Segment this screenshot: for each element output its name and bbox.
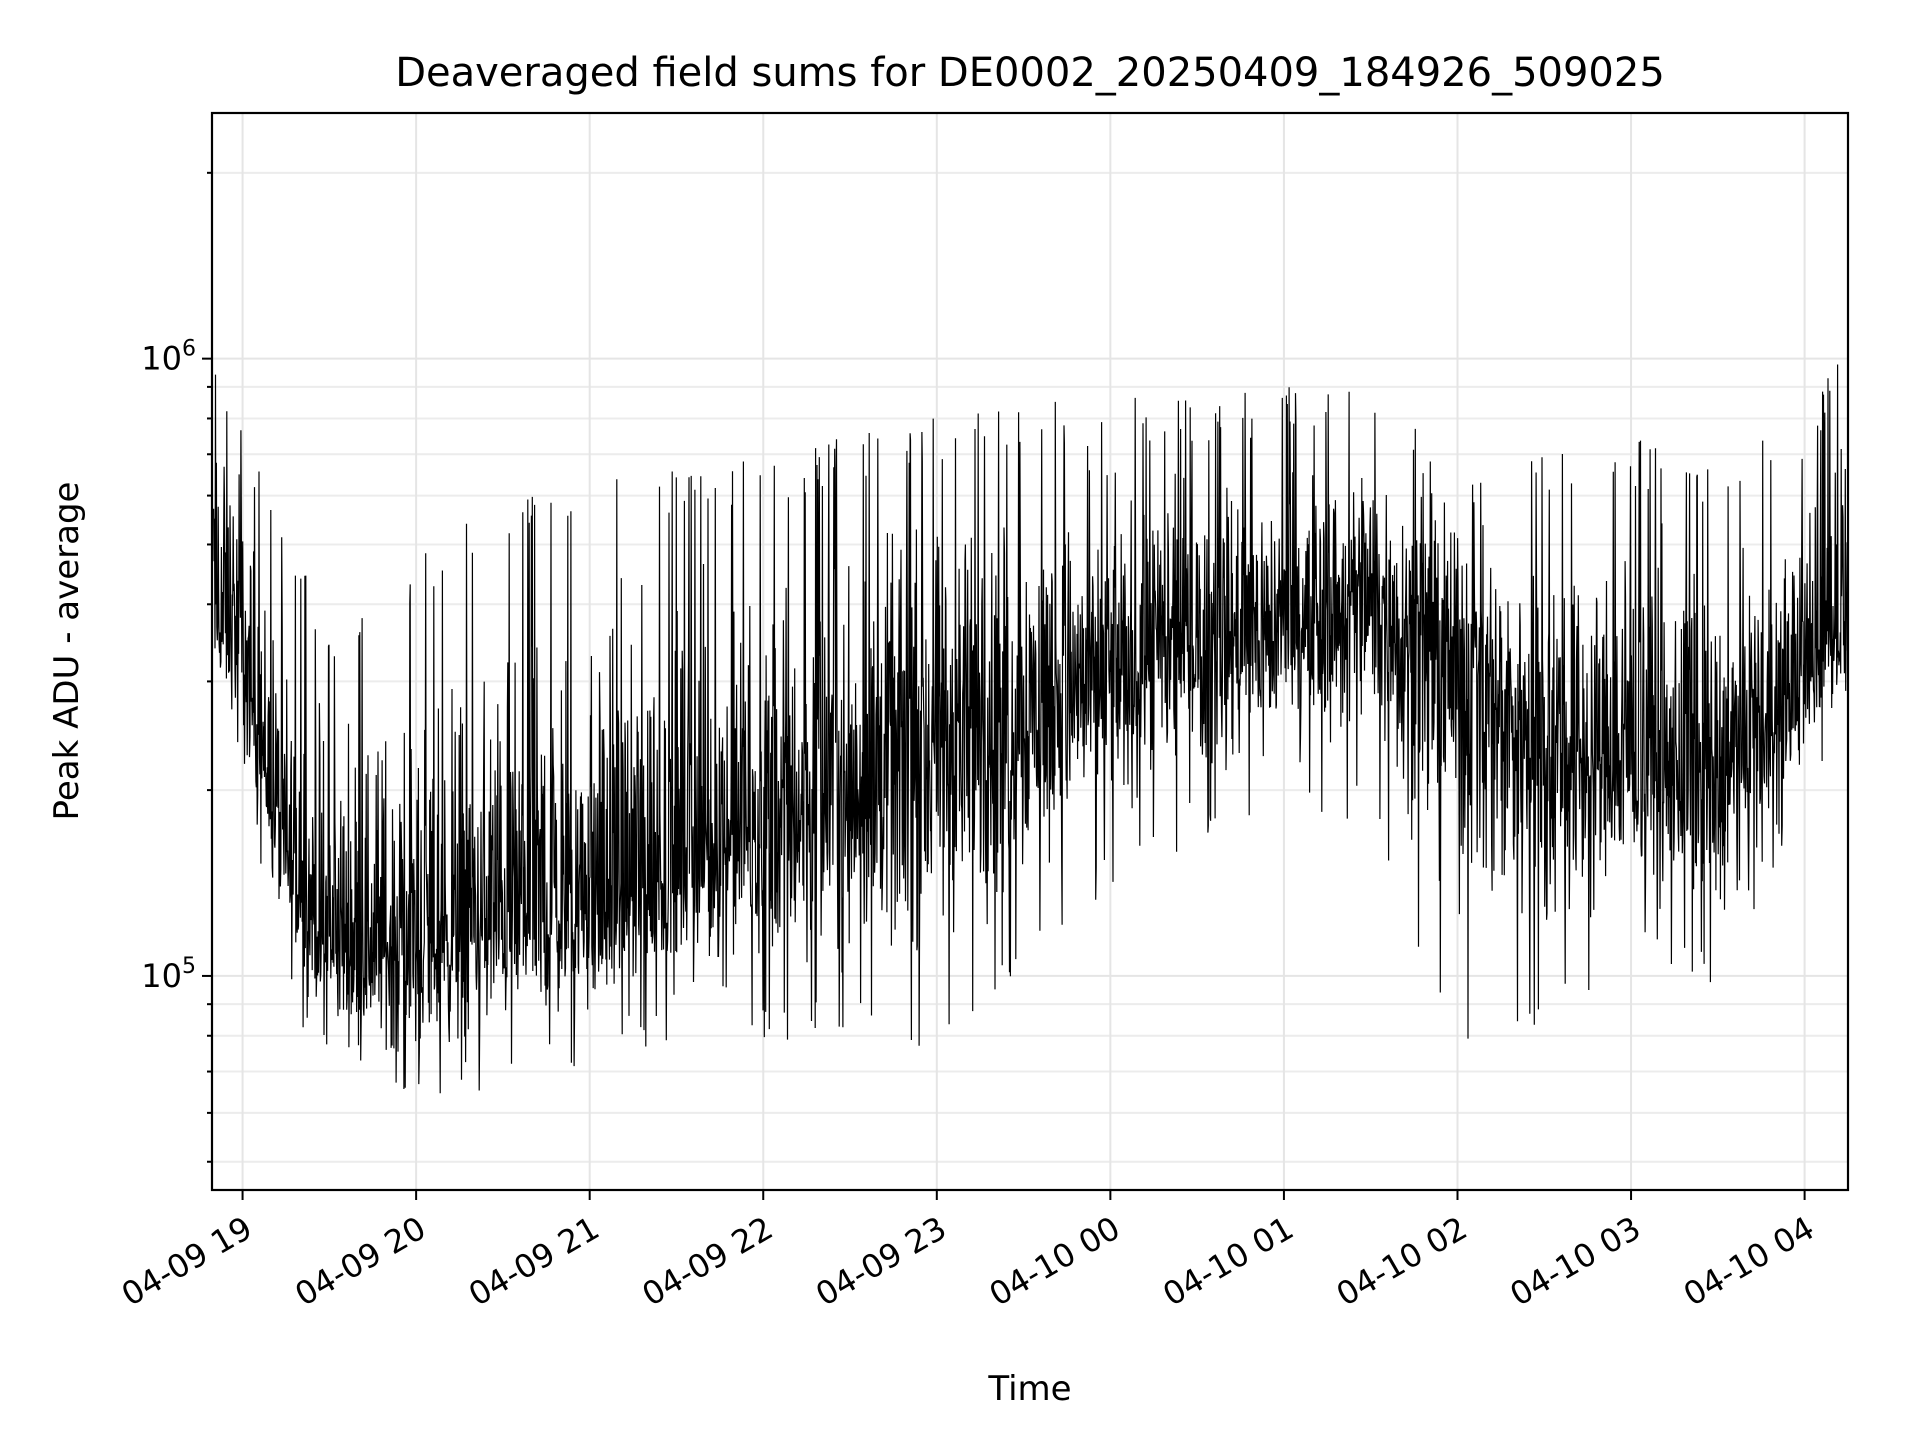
x-tick-label: 04-09 22 — [636, 1209, 780, 1314]
y-axis: 105 106 — [141, 171, 212, 1163]
y-axis-label: Peak ADU - average — [47, 482, 87, 821]
x-axis: 04-09 19 04-09 20 04-09 21 04-09 22 04-09 23… — [115, 1190, 1821, 1314]
x-tick-label: 04-10 02 — [1330, 1209, 1474, 1314]
y-tick-label: 106 — [141, 337, 196, 378]
x-tick-label: 04-09 23 — [809, 1209, 953, 1314]
x-axis-label: Time — [987, 1369, 1071, 1409]
series-line — [213, 364, 1849, 1094]
x-tick-label: 04-09 19 — [115, 1209, 259, 1314]
series-group — [213, 364, 1849, 1094]
x-tick-label: 04-09 21 — [462, 1209, 606, 1314]
x-tick-label: 04-10 04 — [1677, 1209, 1821, 1314]
x-tick-label: 04-10 00 — [983, 1209, 1127, 1314]
x-tick-label: 04-09 20 — [289, 1209, 433, 1314]
chart-title: Deaveraged field sums for DE0002_2025040… — [395, 50, 1665, 96]
y-tick-label: 105 — [141, 954, 196, 995]
plot-frame — [210, 111, 1850, 1192]
x-tick-label: 04-10 03 — [1503, 1209, 1647, 1314]
x-tick-label: 04-10 01 — [1156, 1209, 1300, 1314]
